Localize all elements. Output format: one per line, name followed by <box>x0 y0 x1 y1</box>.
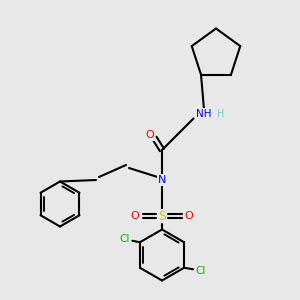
Text: S: S <box>158 209 166 223</box>
Text: H: H <box>217 109 224 119</box>
Text: O: O <box>184 211 194 221</box>
Text: NH: NH <box>196 109 212 119</box>
Text: O: O <box>146 130 154 140</box>
Text: Cl: Cl <box>120 234 130 244</box>
Text: N: N <box>158 175 166 185</box>
Text: O: O <box>130 211 140 221</box>
Text: Cl: Cl <box>195 266 206 276</box>
